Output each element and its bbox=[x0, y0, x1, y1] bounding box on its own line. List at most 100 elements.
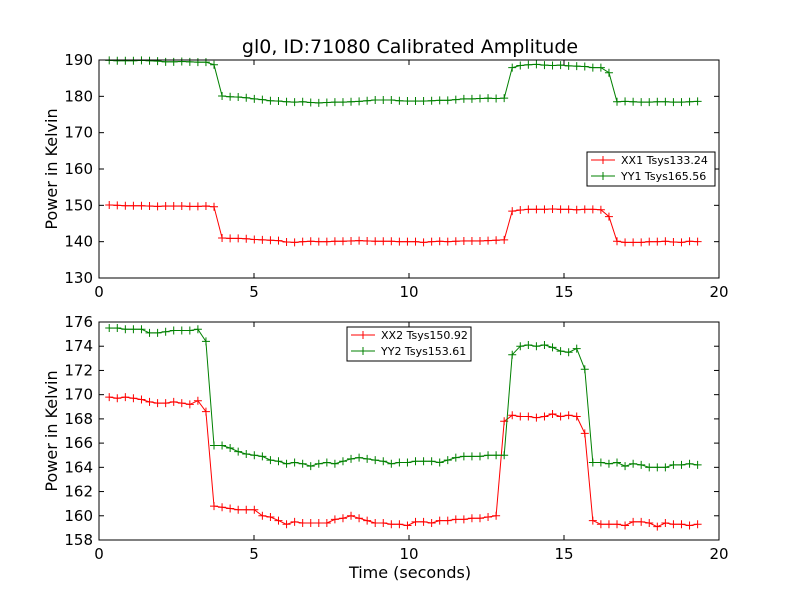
top-x-tick-label: 0 bbox=[94, 283, 104, 301]
top-series-1-marker bbox=[475, 236, 484, 245]
top-series-2-marker bbox=[153, 57, 162, 66]
top-series-2-marker bbox=[556, 61, 565, 70]
top-series-2-marker bbox=[314, 98, 323, 107]
bottom-series-2-marker bbox=[274, 457, 283, 466]
bottom-series-line-1 bbox=[109, 396, 698, 528]
bottom-series-1-marker bbox=[298, 519, 307, 528]
top-series-1-marker bbox=[411, 237, 420, 246]
top-legend: XX1 Tsys133.24 YY1 Tsys165.56 bbox=[586, 151, 716, 187]
bottom-legend-marker bbox=[359, 347, 367, 355]
bottom-series-2-marker bbox=[113, 324, 122, 333]
bottom-series-1-marker bbox=[242, 505, 251, 514]
bottom-series-2-marker bbox=[685, 459, 694, 468]
top-series-2-marker bbox=[572, 62, 581, 71]
bottom-series-2-marker bbox=[298, 459, 307, 468]
bottom-series-1-marker bbox=[604, 520, 613, 529]
top-series-2-marker bbox=[403, 97, 412, 106]
bottom-y-tick-label: 174 bbox=[64, 337, 93, 355]
bottom-series-1-marker bbox=[105, 393, 114, 402]
top-series-2-marker bbox=[330, 98, 339, 107]
top-series-2-marker bbox=[258, 95, 267, 104]
top-series-1-marker bbox=[685, 237, 694, 246]
bottom-series-1-marker bbox=[129, 394, 138, 403]
top-series-1-marker bbox=[242, 234, 251, 243]
bottom-series-1-marker bbox=[443, 516, 452, 525]
bottom-series-1-marker bbox=[322, 519, 331, 528]
bottom-series-2-marker bbox=[411, 457, 420, 466]
top-series-1-marker bbox=[403, 237, 412, 246]
top-series-2-marker bbox=[201, 58, 210, 67]
bottom-series-1-marker bbox=[169, 397, 178, 406]
bottom-series-1-marker bbox=[492, 511, 501, 520]
bottom-legend: XX2 Tsys150.92 YY2 Tsys153.61 bbox=[346, 326, 472, 362]
bottom-series-1-marker bbox=[484, 512, 493, 521]
bottom-x-tick-label: 0 bbox=[94, 545, 104, 563]
bottom-series-1-marker bbox=[226, 504, 235, 513]
top-series-1-marker bbox=[484, 236, 493, 245]
bottom-legend-box bbox=[346, 326, 472, 362]
bottom-series-2-marker bbox=[492, 451, 501, 460]
top-series-2-marker bbox=[306, 98, 315, 107]
top-series-2-marker bbox=[604, 68, 613, 77]
top-series-1-marker bbox=[524, 205, 533, 214]
bottom-series-2-marker bbox=[242, 450, 251, 459]
top-series-2-marker bbox=[290, 98, 299, 107]
top-series-1-marker bbox=[145, 202, 154, 211]
top-series-1-marker bbox=[467, 236, 476, 245]
bottom-series-2-marker bbox=[322, 458, 331, 467]
bottom-series-1-marker bbox=[201, 407, 210, 416]
bottom-x-tick-label: 5 bbox=[249, 545, 259, 563]
top-series-2-marker bbox=[113, 56, 122, 65]
top-series-1-marker bbox=[459, 236, 468, 245]
top-series-1-marker bbox=[282, 238, 291, 247]
top-legend-marker bbox=[599, 172, 607, 180]
top-series-2-marker bbox=[387, 95, 396, 104]
bottom-series-2-marker bbox=[290, 458, 299, 467]
bottom-series-1-marker bbox=[653, 522, 662, 531]
top-series-2-marker bbox=[596, 63, 605, 72]
top-series-2-marker bbox=[588, 63, 597, 72]
top-series-2-marker bbox=[363, 96, 372, 105]
bottom-series-2-marker bbox=[500, 451, 509, 460]
bottom-series-2-marker bbox=[475, 452, 484, 461]
top-y-tick-label: 140 bbox=[64, 233, 93, 251]
top-series-1-marker bbox=[193, 202, 202, 211]
top-series-2-marker bbox=[693, 97, 702, 106]
top-series-1-marker bbox=[653, 237, 662, 246]
bottom-series-1-marker bbox=[556, 412, 565, 421]
bottom-series-2-marker bbox=[258, 452, 267, 461]
bottom-y-tick-label: 162 bbox=[64, 483, 93, 501]
top-series-1-marker bbox=[435, 237, 444, 246]
bottom-series-1-marker bbox=[355, 514, 364, 523]
top-series-2-marker bbox=[177, 57, 186, 66]
bottom-series-2-marker bbox=[637, 460, 646, 469]
bottom-series-2-marker bbox=[338, 457, 347, 466]
bottom-series-2-marker bbox=[443, 456, 452, 465]
top-series-2-marker bbox=[161, 57, 170, 66]
bottom-ylabel: Power in Kelvin bbox=[42, 370, 61, 491]
bottom-series-1-marker bbox=[177, 399, 186, 408]
top-legend-marker bbox=[599, 156, 607, 164]
top-series-1-marker bbox=[604, 212, 613, 221]
bottom-series-2-marker bbox=[169, 326, 178, 335]
bottom-series-1-marker bbox=[548, 410, 557, 419]
bottom-series-1-marker bbox=[250, 505, 259, 514]
top-series-2-marker bbox=[185, 57, 194, 66]
bottom-series-1-marker bbox=[564, 411, 573, 420]
bottom-series-1-marker bbox=[475, 514, 484, 523]
bottom-series-1-marker bbox=[596, 520, 605, 529]
bottom-y-tick-label: 170 bbox=[64, 386, 93, 404]
bottom-series-1-marker bbox=[540, 412, 549, 421]
bottom-series-2-marker bbox=[588, 458, 597, 467]
bottom-series-1-marker bbox=[427, 519, 436, 528]
top-x-tick-label: 15 bbox=[554, 283, 573, 301]
top-series-2-marker bbox=[443, 96, 452, 105]
bottom-series-2-marker bbox=[548, 343, 557, 352]
top-y-tick-label: 150 bbox=[64, 196, 93, 214]
top-series-1-marker bbox=[419, 238, 428, 247]
bottom-y-tick-label: 158 bbox=[64, 531, 93, 549]
top-series-2-marker bbox=[580, 62, 589, 71]
bottom-series-2-marker bbox=[193, 325, 202, 334]
bottom-series-1-marker bbox=[185, 400, 194, 409]
